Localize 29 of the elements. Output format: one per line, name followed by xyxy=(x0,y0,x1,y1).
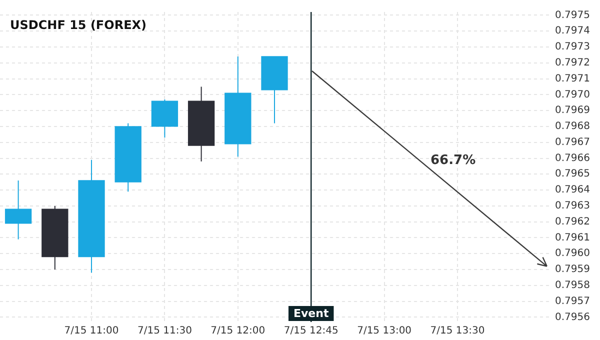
y-tick-label: 0.7967 xyxy=(555,136,590,148)
y-tick-label: 0.7972 xyxy=(555,57,590,68)
y-tick-label: 0.7968 xyxy=(555,121,590,132)
ref-line-label: Event xyxy=(293,306,329,320)
y-tick-label: 0.7958 xyxy=(555,280,590,292)
x-tick-label: 7/15 12:00 xyxy=(210,326,266,337)
text: USDCHF 15 (FOREX) xyxy=(10,18,147,32)
y-tick-label: 0.7960 xyxy=(555,248,590,260)
x-tick-label: 7/15 13:30 xyxy=(430,326,485,337)
y-tick-label: 0.7959 xyxy=(555,264,590,276)
x-tick-label: 7/15 12:45 xyxy=(284,326,338,337)
x-tick-label: 7/15 11:30 xyxy=(137,326,192,337)
y-tick-label: 0.7975 xyxy=(555,10,590,21)
y-tick-label: 0.7973 xyxy=(555,42,590,53)
y-tick-label: 0.7961 xyxy=(555,232,590,244)
x-tick-label: 7/15 13:00 xyxy=(357,326,412,337)
y-tick-label: 0.7956 xyxy=(555,312,590,323)
y-tick-label: 0.7963 xyxy=(555,200,590,212)
y-tick-label: 0.7962 xyxy=(555,216,590,228)
y-tick-label: 0.7969 xyxy=(555,105,590,116)
y-tick-label: 0.7974 xyxy=(555,26,590,37)
y-tick-label: 0.7957 xyxy=(555,296,590,307)
annotation: 66.7% xyxy=(430,153,476,168)
y-tick-label: 0.7964 xyxy=(555,184,590,196)
y-tick-label: 0.7965 xyxy=(555,168,590,180)
x-tick-label: 7/15 11:00 xyxy=(64,326,119,337)
y-tick-label: 0.7971 xyxy=(555,73,590,84)
y-tick-label: 0.7966 xyxy=(555,152,590,164)
y-tick-label: 0.7970 xyxy=(555,89,590,100)
